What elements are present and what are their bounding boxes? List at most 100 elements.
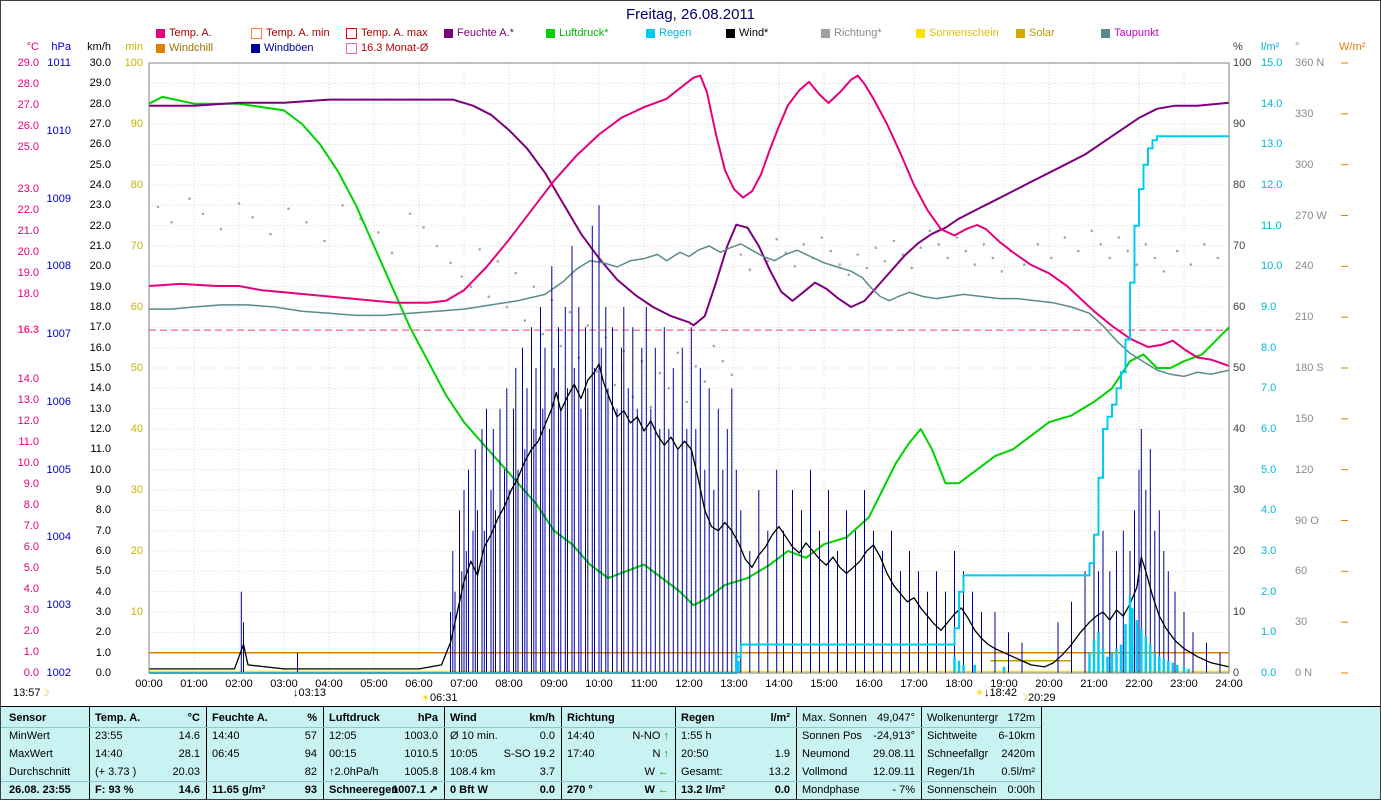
table-cell-label: 20:50 <box>681 748 709 760</box>
legend-item-temp-a-min[interactable]: Temp. A. min <box>251 27 330 39</box>
axis-tick-temp: 0.0 <box>23 667 39 679</box>
table-cell-label: 14:40 <box>212 730 240 742</box>
chart-title: Freitag, 26.08.2011 <box>626 6 755 23</box>
axis-tick-rain: 11.0 <box>1261 219 1282 232</box>
annotation-text: ↓03:13 <box>293 687 327 699</box>
legend-label: Taupunkt <box>1114 27 1159 39</box>
x-tick-label: 05:00 <box>360 678 388 690</box>
axis-tick-hpa: 1011 <box>47 57 71 69</box>
axis-tick-wind: 26.0 <box>89 138 111 151</box>
axis-tick-pct: 60 <box>1233 301 1246 313</box>
axis-tick-dir: 30 <box>1295 616 1308 629</box>
axis-tick-dir: 330 <box>1295 107 1314 120</box>
axis-unit-min: min <box>125 41 143 53</box>
axis-tick-temp: 26.0 <box>17 120 39 133</box>
x-tick-label: 09:00 <box>540 678 568 690</box>
legend-swatch-sonnenschein <box>916 28 925 38</box>
axis-tick-min: 90 <box>130 118 143 130</box>
legend-item-regen[interactable]: Regen <box>646 27 691 39</box>
annotation-moonset: ↓03:13 <box>293 687 326 699</box>
legend-item-monat-avg[interactable]: 16.3 Monat-Ø <box>346 42 428 54</box>
table-row-divider <box>1 727 1041 728</box>
info-value: 172m <box>1007 712 1035 724</box>
legend-item-taupunkt[interactable]: Taupunkt <box>1101 27 1159 39</box>
axis-tick-rain: 3.0 <box>1261 545 1277 557</box>
axis-tick-pct: 100 <box>1233 57 1252 69</box>
legend-item-wind[interactable]: Wind* <box>726 27 768 39</box>
legend-label: Temp. A. max <box>361 27 428 39</box>
axis-tick-temp: 27.0 <box>17 99 39 112</box>
info-label: Regen/1h <box>927 766 975 778</box>
axis-tick-temp: 23.0 <box>17 183 39 196</box>
legend-item-windboeen[interactable]: Windböen <box>251 42 314 54</box>
legend-swatch-feuchte-a <box>444 28 453 38</box>
axis-tick-dir: 180 S <box>1295 362 1324 374</box>
table-cell-value: 93 <box>304 784 317 796</box>
legend-item-feuchte-a[interactable]: Feuchte A.* <box>444 27 514 39</box>
table-cell-value: 1003.0 <box>404 730 438 742</box>
axis-tick-wind: 11.0 <box>90 443 111 456</box>
legend-swatch-solar <box>1016 28 1025 38</box>
axis-tick-rain: 8.0 <box>1261 341 1277 354</box>
moon-icon: ☽ <box>1019 693 1028 704</box>
table-cell-label: 108.4 km <box>450 766 496 778</box>
axis-tick-pct: 10 <box>1233 606 1246 618</box>
axis-tick-wind: 10.0 <box>89 463 111 476</box>
axis-tick-wind: 3.0 <box>95 606 111 618</box>
legend-swatch-luftdruck <box>546 28 555 38</box>
info-label: Sonnenschein <box>927 784 997 796</box>
x-tick-label: 03:00 <box>270 678 298 690</box>
info-label: Sonnen Pos <box>802 730 862 742</box>
axis-tick-pct: 50 <box>1233 362 1246 374</box>
info-value: -24,913° <box>873 730 915 742</box>
info-value: 0.5l/m² <box>1001 766 1035 778</box>
x-tick-label: 02:00 <box>225 678 253 690</box>
axis-tick-temp: 16.3 <box>17 324 39 337</box>
axis-tick-wind: 21.0 <box>89 240 111 252</box>
table-cell-label: 17:40 <box>567 748 595 760</box>
axis-tick-temp: 1.0 <box>23 645 39 658</box>
axis-tick-wind: 2.0 <box>95 626 111 639</box>
legend-swatch-monat-avg <box>346 42 357 54</box>
axis-tick-wind: 22.0 <box>89 219 111 232</box>
legend-label: Feuchte A.* <box>457 27 514 39</box>
axis-tick-wind: 9.0 <box>95 484 111 496</box>
annotation-text: 20:29 <box>1027 692 1056 704</box>
axis-tick-wind: 15.0 <box>89 362 111 374</box>
axis-tick-min: 40 <box>130 423 143 435</box>
series-richtung <box>156 197 1220 409</box>
legend-item-sonnenschein[interactable]: Sonnenschein <box>916 27 999 39</box>
x-tick-label: 12:00 <box>675 678 703 690</box>
legend-item-luftdruck[interactable]: Luftdruck* <box>546 27 609 39</box>
legend-swatch-windchill <box>156 43 165 53</box>
table-cell-value: N ↑ <box>652 748 669 760</box>
axis-tick-wind: 20.0 <box>89 260 111 273</box>
legend-item-temp-a-max[interactable]: Temp. A. max <box>346 27 428 39</box>
wind-direction-arrow-icon: ← <box>654 784 669 796</box>
axis-tick-min: 20 <box>130 545 143 557</box>
weather-chart[interactable] <box>1 1 1381 706</box>
axis-tick-wind: 25.0 <box>89 158 111 171</box>
x-tick-label: 20:00 <box>1035 678 1063 690</box>
axis-tick-dir: 120 <box>1295 463 1314 476</box>
axis-tick-hpa: 1005 <box>46 463 71 476</box>
legend-item-solar[interactable]: Solar <box>1016 27 1055 39</box>
info-label: Schneefallgr <box>927 748 989 760</box>
axis-tick-rain: 9.0 <box>1261 301 1277 313</box>
table-cell-value: 1007.1 ↗ <box>392 784 438 796</box>
table-cell-value: 14.6 <box>178 784 200 796</box>
info-value: 49,047° <box>876 712 915 724</box>
table-cell-label: 23:55 <box>95 730 123 742</box>
table-cell-value: 1005.8 <box>404 766 438 778</box>
legend-item-windchill[interactable]: Windchill <box>156 42 213 54</box>
axis-tick-pct: 80 <box>1233 179 1246 191</box>
axis-tick-dir: 360 N <box>1295 57 1325 69</box>
axis-unit-temp: °C <box>26 41 39 53</box>
axis-tick-rain: 1.0 <box>1261 626 1277 639</box>
axis-tick-wind: 28.0 <box>89 97 111 110</box>
legend-item-richtung[interactable]: Richtung* <box>821 27 882 39</box>
axis-tick-min: 10 <box>130 606 143 618</box>
legend-item-temp-a[interactable]: Temp. A. <box>156 27 212 39</box>
legend-swatch-wind <box>726 28 735 38</box>
